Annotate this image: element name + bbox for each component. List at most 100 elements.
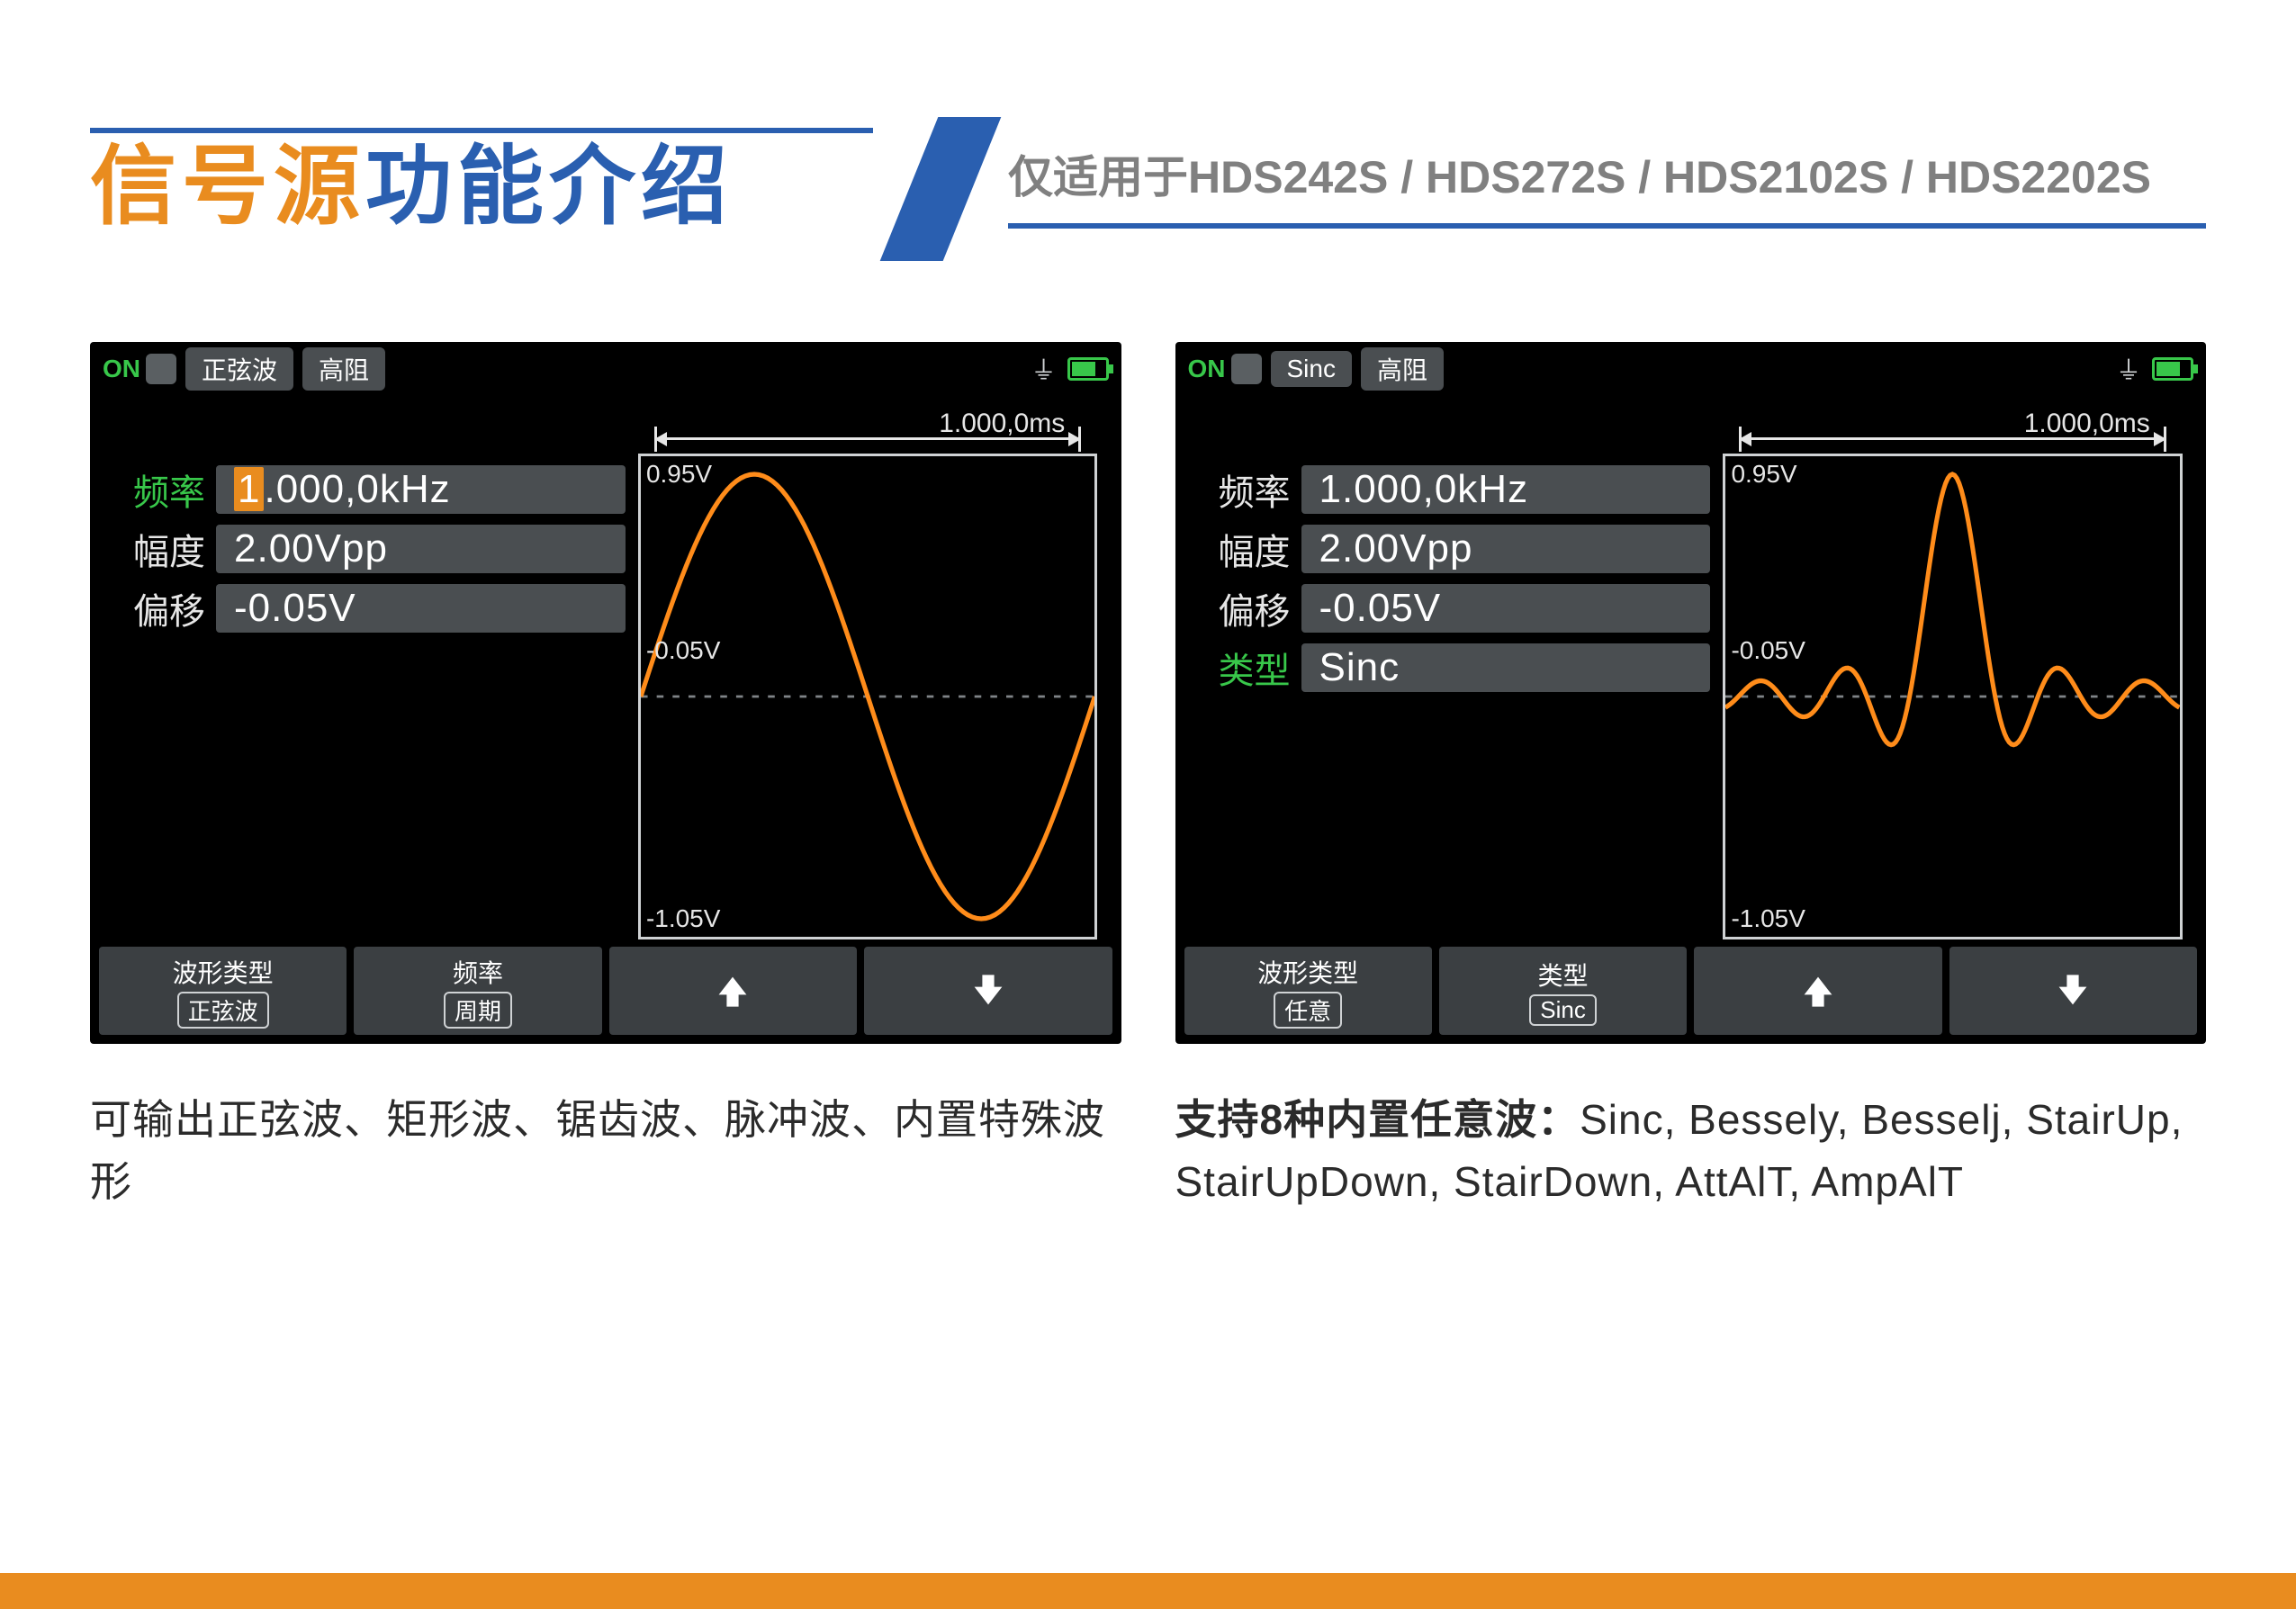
subtitle-rule (1008, 223, 2206, 229)
softkey-arrow-up[interactable] (609, 947, 857, 1035)
param-row[interactable]: 类型Sinc (1192, 642, 1711, 694)
softkey-bottom-label: Sinc (1529, 994, 1597, 1026)
battery-icon (1067, 357, 1109, 381)
impedance-pill[interactable]: 高阻 (302, 347, 385, 391)
softkey-top-label: 波形类型 (1257, 954, 1358, 990)
title-orange: 信号源 (90, 139, 365, 235)
param-row[interactable]: 偏移-0.05V (1192, 582, 1711, 634)
device-body: 频率1.000,0kHz幅度2.00Vpp偏移-0.05V类型Sinc 1.00… (1175, 396, 2207, 947)
param-value[interactable]: 2.00Vpp (1301, 525, 1711, 573)
impedance-pill[interactable]: 高阻 (1361, 347, 1444, 391)
y-bot-label: -1.05V (646, 904, 721, 933)
subtitle-block: 仅适用于HDS242S / HDS272S / HDS2102S / HDS22… (1008, 149, 2206, 229)
arrow-down-icon (968, 971, 1008, 1011)
param-row[interactable]: 偏移-0.05V (106, 582, 626, 634)
param-label: 幅度 (1192, 523, 1291, 575)
param-list: 频率1.000,0kHz幅度2.00Vpp偏移-0.05V (106, 463, 626, 939)
topbar-right: ⏚ (1031, 351, 1108, 387)
output-on-indicator[interactable]: ON (1188, 354, 1262, 384)
scope-wrap: 1.000,0ms 0.95V -0.05V -1.05V (1723, 414, 2182, 939)
arrow-up-icon (713, 971, 752, 1011)
output-on-indicator[interactable]: ON (103, 354, 176, 384)
period-label: 1.000,0ms (2024, 409, 2150, 439)
wave-type-pill[interactable]: 正弦波 (185, 347, 293, 391)
battery-icon (2152, 357, 2193, 381)
softkey[interactable]: 频率周期 (354, 947, 601, 1035)
right-caption: 支持8种内置任意波：Sinc, Bessely, Besselj, StairU… (1175, 1089, 2207, 1213)
on-label: ON (103, 355, 140, 383)
scope-svg (641, 456, 1094, 937)
main-title: 信号源功能介绍 (90, 142, 873, 233)
panels-row: ON 正弦波 高阻 ⏚ 频率1.000,0kHz幅度2.00Vpp偏移-0.05… (0, 288, 2296, 1213)
period-indicator: 1.000,0ms (1728, 414, 2176, 452)
param-label: 偏移 (106, 582, 205, 634)
right-caption-bold: 支持8种内置任意波： (1175, 1096, 1580, 1143)
device-screen-right: ON Sinc 高阻 ⏚ 频率1.000,0kHz幅度2.00Vpp偏移-0.0… (1175, 342, 2207, 1044)
y-top-label: 0.95V (646, 460, 712, 489)
softkey-bar: 波形类型正弦波频率周期 (90, 947, 1121, 1044)
param-value[interactable]: Sinc (1301, 643, 1711, 692)
param-value[interactable]: 1.000,0kHz (216, 465, 626, 514)
device-topbar: ON 正弦波 高阻 ⏚ (90, 342, 1121, 396)
footer-bar (0, 1573, 2296, 1609)
softkey-top-label: 频率 (453, 954, 503, 990)
device-topbar: ON Sinc 高阻 ⏚ (1175, 342, 2207, 396)
param-label: 频率 (1192, 463, 1291, 516)
usb-icon: ⏚ (1031, 351, 1056, 387)
param-row[interactable]: 幅度2.00Vpp (1192, 523, 1711, 575)
title-blue: 功能介绍 (365, 139, 733, 235)
param-label: 幅度 (106, 523, 205, 575)
softkey-bar: 波形类型任意类型Sinc (1175, 947, 2207, 1044)
scope-wrap: 1.000,0ms 0.95V -0.05V -1.05V (638, 414, 1097, 939)
on-label: ON (1188, 355, 1226, 383)
softkey-arrow-down[interactable] (864, 947, 1112, 1035)
left-caption: 可输出正弦波、矩形波、锯齿波、脉冲波、内置特殊波形 (90, 1089, 1121, 1213)
softkey-arrow-up[interactable] (1694, 947, 1941, 1035)
softkey[interactable]: 波形类型正弦波 (99, 947, 347, 1035)
topbar-right: ⏚ (2116, 351, 2193, 387)
softkey-bottom-label: 任意 (1274, 992, 1342, 1029)
device-screen-left: ON 正弦波 高阻 ⏚ 频率1.000,0kHz幅度2.00Vpp偏移-0.05… (90, 342, 1121, 1044)
device-body: 频率1.000,0kHz幅度2.00Vpp偏移-0.05V 1.000,0ms (90, 396, 1121, 947)
scope-display: 0.95V -0.05V -1.05V (638, 454, 1097, 939)
title-block: 信号源功能介绍 (90, 128, 873, 233)
softkey-bottom-label: 正弦波 (177, 992, 269, 1029)
param-value[interactable]: -0.05V (1301, 584, 1711, 633)
left-panel: ON 正弦波 高阻 ⏚ 频率1.000,0kHz幅度2.00Vpp偏移-0.05… (90, 342, 1121, 1213)
on-knob-icon (146, 354, 176, 384)
param-row[interactable]: 频率1.000,0kHz (1192, 463, 1711, 516)
wave-type-pill[interactable]: Sinc (1271, 351, 1352, 387)
softkey-bottom-label: 周期 (444, 992, 512, 1029)
slash-decor (880, 117, 1002, 261)
param-label: 类型 (1192, 642, 1291, 694)
y-top-label: 0.95V (1731, 460, 1796, 489)
on-knob-icon (1231, 354, 1262, 384)
y-bot-label: -1.05V (1731, 904, 1805, 933)
y-mid-label: -0.05V (1731, 636, 1805, 665)
arrow-down-icon (2053, 971, 2093, 1011)
param-list: 频率1.000,0kHz幅度2.00Vpp偏移-0.05V类型Sinc (1192, 463, 1711, 939)
softkey-arrow-down[interactable] (1949, 947, 2197, 1035)
param-value[interactable]: 1.000,0kHz (1301, 465, 1711, 514)
param-value[interactable]: -0.05V (216, 584, 626, 633)
param-row[interactable]: 频率1.000,0kHz (106, 463, 626, 516)
param-value[interactable]: 2.00Vpp (216, 525, 626, 573)
scope-display: 0.95V -0.05V -1.05V (1723, 454, 2182, 939)
period-indicator: 1.000,0ms (644, 414, 1092, 452)
param-label: 频率 (106, 463, 205, 516)
softkey-top-label: 类型 (1538, 957, 1589, 993)
period-label: 1.000,0ms (939, 409, 1065, 439)
arrow-up-icon (1798, 971, 1838, 1011)
right-panel: ON Sinc 高阻 ⏚ 频率1.000,0kHz幅度2.00Vpp偏移-0.0… (1175, 342, 2207, 1213)
subtitle-text: 仅适用于HDS242S / HDS272S / HDS2102S / HDS22… (1008, 149, 2206, 206)
softkey[interactable]: 类型Sinc (1439, 947, 1687, 1035)
softkey-top-label: 波形类型 (173, 954, 274, 990)
scope-svg (1725, 456, 2179, 937)
y-mid-label: -0.05V (646, 636, 721, 665)
title-rule (90, 128, 873, 133)
param-row[interactable]: 幅度2.00Vpp (106, 523, 626, 575)
param-label: 偏移 (1192, 582, 1291, 634)
softkey[interactable]: 波形类型任意 (1184, 947, 1432, 1035)
header: 信号源功能介绍 仅适用于HDS242S / HDS272S / HDS2102S… (0, 0, 2296, 288)
usb-icon: ⏚ (2116, 351, 2141, 387)
